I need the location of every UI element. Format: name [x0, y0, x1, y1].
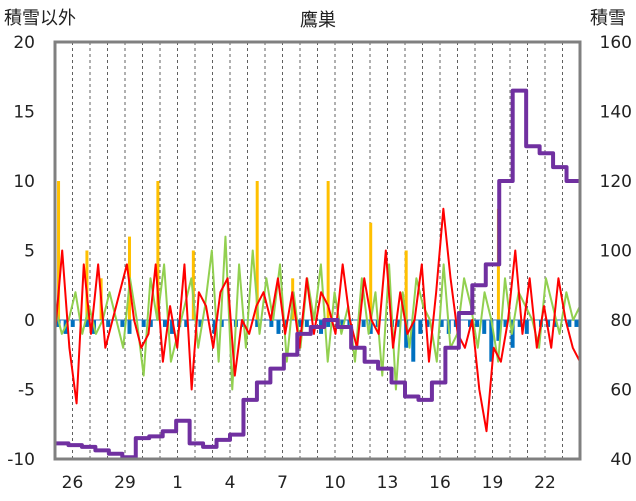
blue-bar [170, 320, 175, 334]
right-tick-label: 160 [600, 33, 632, 53]
blue-bar [517, 320, 522, 327]
blue-bar [553, 320, 558, 327]
temperature-line [54, 207, 581, 433]
blue-bar [70, 320, 75, 327]
precipitation-bar [57, 181, 61, 320]
blue-bar [141, 320, 146, 327]
line-series [54, 88, 581, 460]
blue-bar [326, 320, 331, 327]
blue-bar [148, 320, 153, 327]
precipitation-bar [404, 250, 408, 320]
precipitation-bar [326, 181, 330, 320]
right-tick-label: 60 [610, 381, 632, 401]
left-tick-label: 10 [13, 172, 35, 192]
x-tick-label: 19 [482, 473, 504, 493]
right-axis-label: 積雪 [590, 8, 626, 29]
right-tick-label: 100 [600, 242, 632, 262]
wind-line [54, 235, 581, 391]
left-tick-label: -10 [7, 450, 35, 470]
blue-bar [212, 320, 217, 334]
snow-depth-line [55, 88, 580, 460]
x-tick-label: 22 [534, 473, 556, 493]
blue-bar [496, 320, 501, 341]
x-tick-label: 10 [324, 473, 346, 493]
blue-bar [184, 320, 189, 327]
blue-bar [361, 320, 366, 327]
right-tick-label: 140 [600, 103, 632, 123]
blue-bar [425, 320, 430, 327]
x-tick-label: 4 [225, 473, 236, 493]
blue-bar [283, 320, 288, 327]
plot-frame [53, 40, 582, 461]
x-tick-label: 13 [377, 473, 399, 493]
precipitation-bar [156, 181, 160, 320]
blue-bar [276, 320, 281, 334]
blue-bar [219, 320, 224, 327]
x-tick-label: 26 [62, 473, 84, 493]
precipitation-bar [255, 181, 259, 320]
x-tick-label: 1 [172, 473, 183, 493]
x-tick-label: 29 [114, 473, 136, 493]
blue-bar [162, 320, 167, 327]
x-tick-label: 7 [277, 473, 288, 493]
precipitation-bar [191, 250, 195, 320]
blue-bar [84, 320, 89, 327]
blue-bar [340, 320, 345, 327]
right-tick-label: 80 [610, 311, 632, 331]
left-axis-label: 積雪以外 [4, 8, 76, 29]
left-tick-label: 0 [24, 311, 35, 331]
blue-bar [482, 320, 487, 334]
blue-bar [574, 320, 579, 327]
blue-bar [546, 320, 551, 327]
blue-bar [127, 320, 132, 334]
right-tick-label: 40 [610, 450, 632, 470]
chart-title: 鷹巣 [300, 9, 336, 31]
blue-bar [411, 320, 416, 362]
precipitation-bar-series [57, 181, 500, 320]
blue-bar [304, 320, 309, 327]
blue-bar [397, 320, 402, 327]
blue-bar [489, 320, 494, 362]
x-tick-label: 16 [429, 473, 451, 493]
blue-bar [468, 320, 473, 327]
blue-bar [475, 320, 480, 327]
blue-bar [439, 320, 444, 327]
blue-bar [297, 320, 302, 327]
left-tick-label: -5 [18, 381, 35, 401]
right-tick-label: 120 [600, 172, 632, 192]
blue-bar [524, 320, 529, 334]
tick-labels: 20 15 10 5 0 -5 -10 160 140 120 100 80 60 40 26 29 1 4 7 10… [7, 33, 632, 493]
precipitation-bar [369, 222, 373, 320]
blue-bar [198, 320, 203, 327]
blue-bar [255, 320, 260, 327]
left-tick-label: 5 [24, 242, 35, 262]
frame-border [53, 40, 582, 461]
blue-bar [269, 320, 274, 327]
left-tick-label: 15 [13, 103, 35, 123]
blue-bar [106, 320, 111, 327]
blue-bar [120, 320, 125, 327]
left-tick-label: 20 [13, 33, 35, 53]
blue-bar [404, 320, 409, 348]
blue-bar [418, 320, 423, 334]
blue-bar [567, 320, 572, 327]
blue-bar [503, 320, 508, 327]
